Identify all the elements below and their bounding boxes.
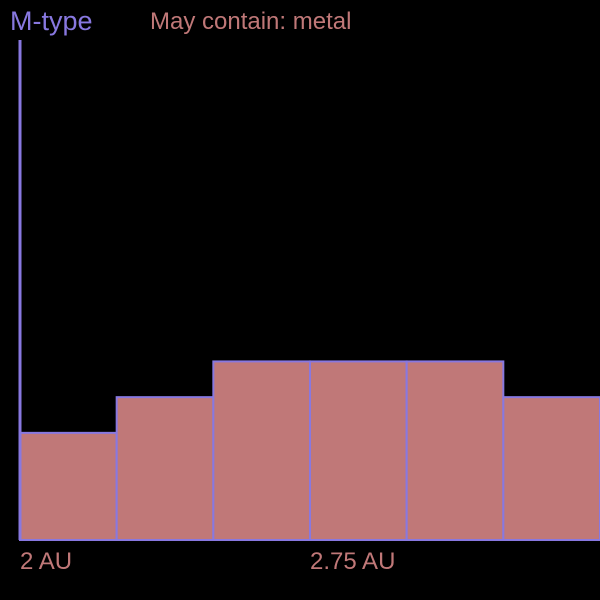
chart-title: M-type bbox=[10, 6, 93, 36]
x-tick-labels: 2 AU 2.75 AU bbox=[20, 548, 395, 575]
bars-group bbox=[19, 360, 600, 542]
x-tick-label-2: 2.75 AU bbox=[310, 548, 395, 575]
histogram-bar-6 bbox=[502, 396, 600, 541]
histogram-bar-2 bbox=[115, 396, 215, 541]
histogram-bar-5 bbox=[405, 360, 505, 541]
histogram-bar-3 bbox=[212, 360, 311, 541]
chart-subtitle: May contain: metal bbox=[150, 8, 351, 35]
x-tick-label-1: 2 AU bbox=[20, 548, 72, 575]
histogram-bar-4 bbox=[309, 360, 408, 541]
histogram-bar-1 bbox=[19, 431, 118, 542]
